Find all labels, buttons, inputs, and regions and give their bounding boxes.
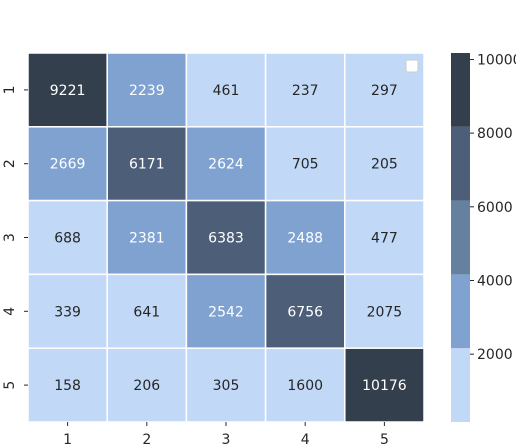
cell-value-label: 2075 — [367, 304, 403, 320]
cell-value-label: 6756 — [287, 304, 323, 320]
colorbar-tick-label: 8000 — [477, 126, 513, 142]
heatmap-cell — [264, 273, 346, 349]
cell-value-label: 641 — [133, 304, 160, 320]
cell-value-label: 339 — [54, 304, 81, 320]
cell-value-label: 2542 — [208, 304, 244, 320]
y-tick-label: 1 — [2, 85, 18, 94]
colorbar — [451, 53, 470, 422]
heatmap-cell — [27, 52, 108, 128]
heatmap-cell — [185, 52, 267, 128]
colorbar-segment — [451, 126, 470, 201]
cell-value-label: 6383 — [208, 231, 244, 247]
cell-value-label: 705 — [292, 157, 319, 173]
heatmap-cell-labels: 9221 2239 461 237 297 2669 6171 2624 705 205 688 23… — [50, 83, 407, 394]
colorbar-axis: 2000 4000 6000 8000 10000 — [470, 52, 516, 363]
colorbar-segment — [451, 274, 470, 349]
heatmap-cell — [185, 273, 267, 349]
cell-value-label: 2488 — [287, 231, 323, 247]
y-tick-label: 5 — [2, 381, 18, 390]
heatmap-cell — [185, 347, 267, 423]
y-tick-label: 3 — [2, 233, 18, 242]
cell-value-label: 688 — [54, 231, 81, 247]
cell-value-label: 2669 — [50, 157, 86, 173]
cell-value-label: 461 — [213, 83, 240, 99]
cell-value-label: 205 — [371, 157, 398, 173]
legend-box — [405, 59, 419, 73]
cell-value-label: 297 — [371, 83, 398, 99]
y-axis: 1 2 3 4 5 — [2, 85, 28, 390]
heatmap-cell — [106, 199, 188, 276]
cell-value-label: 305 — [213, 378, 240, 394]
y-tick-label: 4 — [2, 307, 18, 316]
cell-value-label: 10176 — [362, 378, 407, 394]
heatmap-cell — [344, 273, 425, 349]
colorbar-tick-label: 10000 — [477, 52, 516, 68]
colorbar-tick-label: 2000 — [477, 347, 513, 363]
x-tick-label: 3 — [222, 432, 231, 448]
x-axis: 1 2 3 4 5 — [63, 422, 389, 448]
heatmap-cell — [185, 126, 267, 202]
y-tick-label: 2 — [2, 159, 18, 168]
cell-value-label: 158 — [54, 378, 81, 394]
cell-value-label: 1600 — [287, 378, 323, 394]
cell-value-label: 2239 — [129, 83, 165, 99]
colorbar-tick-label: 4000 — [477, 273, 513, 289]
cell-value-label: 237 — [292, 83, 319, 99]
colorbar-segment — [451, 348, 470, 422]
cell-value-label: 206 — [133, 378, 160, 394]
x-tick-label: 2 — [142, 432, 151, 448]
heatmap-cell — [106, 52, 188, 128]
colorbar-segment — [451, 53, 470, 127]
heatmap-cell — [106, 347, 188, 423]
heatmap-cell — [344, 126, 425, 202]
heatmap-cell — [106, 273, 188, 349]
cell-value-label: 477 — [371, 231, 398, 247]
heatmap-cell — [264, 199, 346, 276]
cell-value-label: 9221 — [50, 83, 86, 99]
colorbar-tick-label: 6000 — [477, 200, 513, 216]
cell-value-label: 2381 — [129, 231, 165, 247]
x-tick-label: 4 — [301, 432, 310, 448]
cell-value-label: 2624 — [208, 157, 244, 173]
heatmap-cell — [27, 347, 108, 423]
x-tick-label: 5 — [380, 432, 389, 448]
colorbar-segment — [451, 200, 470, 275]
x-tick-label: 1 — [63, 432, 72, 448]
heatmap-cells — [27, 52, 425, 423]
cell-value-label: 6171 — [129, 157, 165, 173]
